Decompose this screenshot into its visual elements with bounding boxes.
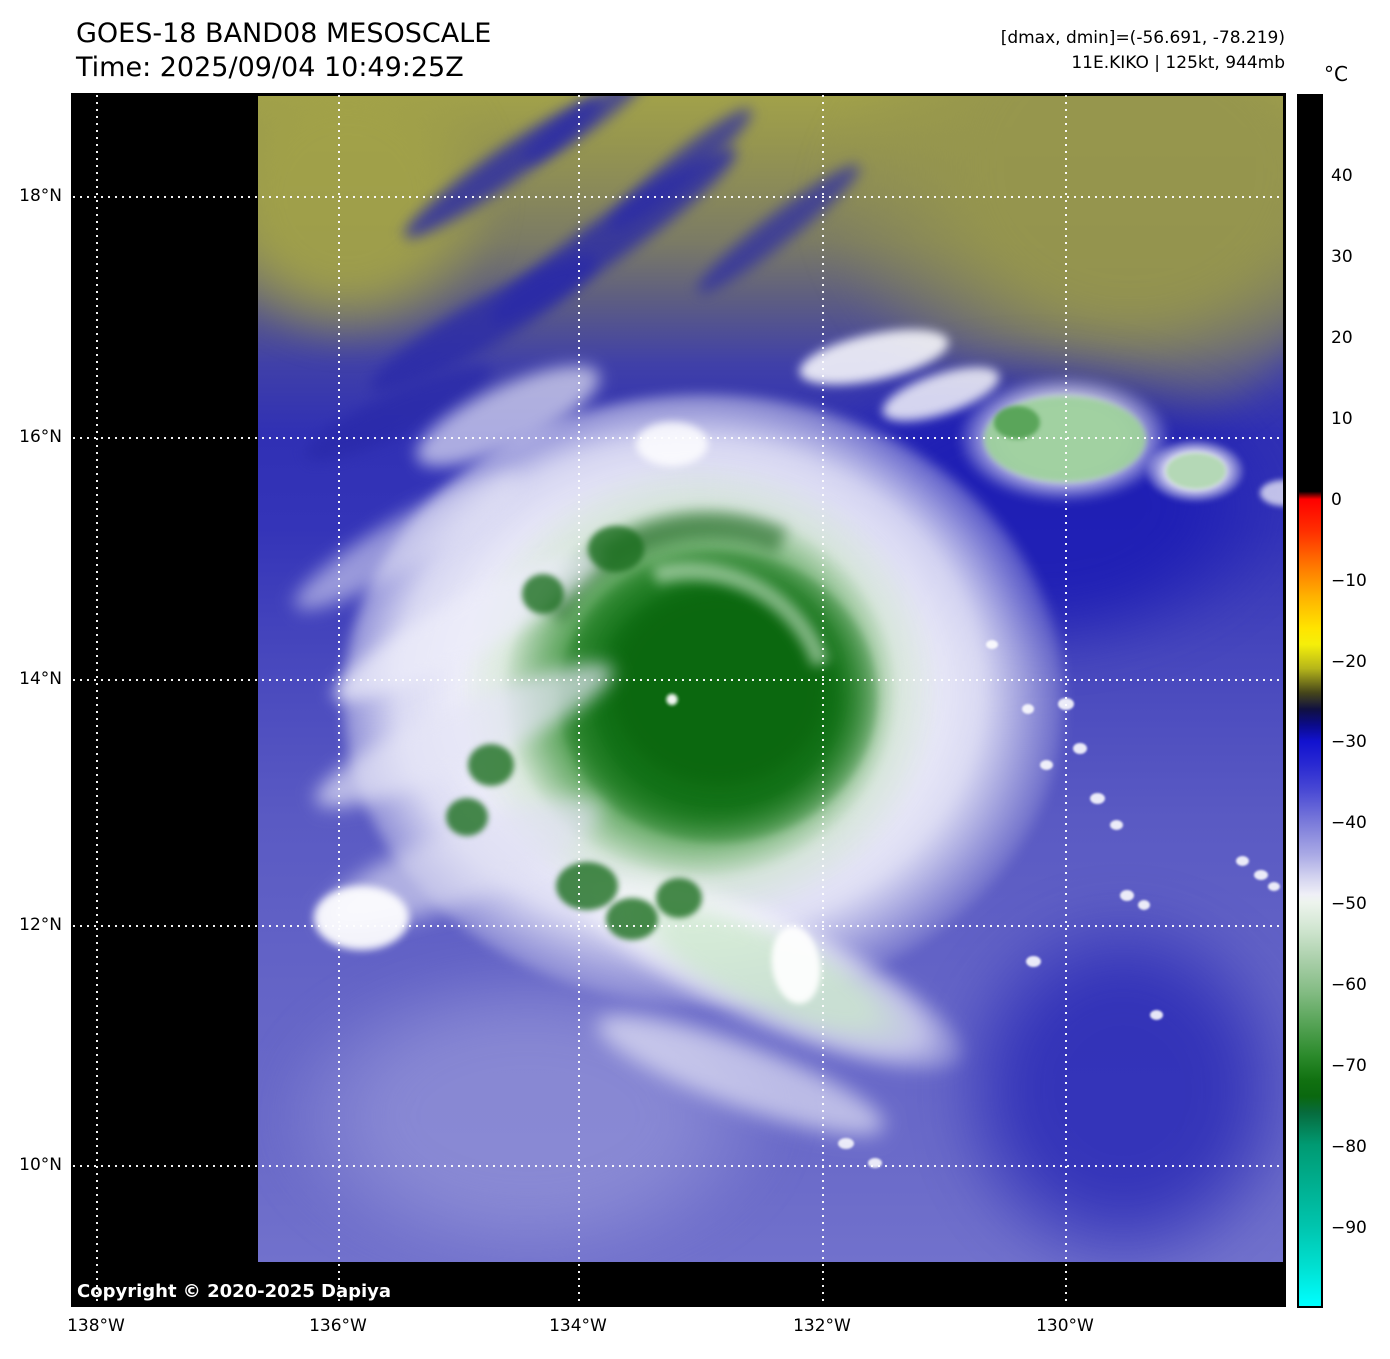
gridline-lat-12n — [73, 925, 1284, 927]
convective-blob — [656, 878, 702, 918]
cloud-speckle — [1150, 1010, 1163, 1020]
x-tick-label: 132°W — [793, 1316, 851, 1336]
convective-blob — [588, 526, 644, 572]
light-haze-patch — [278, 966, 778, 1262]
cloud-wisp — [636, 422, 708, 466]
colorbar-tick-label: −70 — [1331, 1056, 1367, 1076]
ne-cloud-cluster — [994, 406, 1040, 439]
colorbar-tick-label: −90 — [1331, 1218, 1367, 1238]
cloud-speckle — [1110, 820, 1123, 830]
dmax-dmin-annotation: [dmax, dmin]=(-56.691, -78.219) — [1000, 28, 1285, 48]
cloud-speckle — [1120, 890, 1134, 901]
colorbar-tick-label: −30 — [1331, 732, 1367, 752]
colorbar-tick-label: −10 — [1331, 571, 1367, 591]
colorbar-tick-label: −50 — [1331, 894, 1367, 914]
x-tick-label: 136°W — [309, 1316, 367, 1336]
convective-blob — [606, 898, 658, 940]
x-tick-label: 130°W — [1036, 1316, 1094, 1336]
cloud-speckle — [1138, 900, 1150, 910]
cloud-blob — [1260, 480, 1283, 506]
gridline-lon-132w — [822, 95, 824, 1305]
convective-blob — [556, 862, 618, 910]
y-tick-label: 18°N — [19, 186, 62, 206]
gridline-lat-10n — [73, 1165, 1284, 1167]
y-tick-label: 10°N — [19, 1155, 62, 1175]
cloud-blob — [314, 886, 409, 950]
colorbar — [1297, 94, 1323, 1308]
gridline-lon-130w — [1065, 95, 1067, 1305]
storm-darker-core — [610, 588, 828, 786]
gridline-lon-134w — [578, 95, 580, 1305]
colorbar-tick-label: 40 — [1331, 166, 1353, 186]
gridline-lon-136w — [338, 95, 340, 1305]
cloud-speckle — [1268, 882, 1280, 891]
map-plot-area: Copyright © 2020-2025 Dapiya — [71, 93, 1286, 1307]
cloud-speckle — [1236, 856, 1249, 866]
x-tick-label: 134°W — [549, 1316, 607, 1336]
gridline-lon-138w — [96, 95, 98, 1305]
cloud-speckle — [868, 1158, 882, 1168]
cloud-streak — [599, 98, 762, 240]
colorbar-tick-label: −20 — [1331, 652, 1367, 672]
cloud-speckle — [986, 640, 998, 649]
convective-blob — [468, 744, 514, 786]
time-label: Time: 2025/09/04 10:49:25Z — [76, 52, 464, 83]
colorbar-tick-label: 30 — [1331, 247, 1353, 267]
y-tick-label: 14°N — [19, 669, 62, 689]
cloud-speckle — [1026, 956, 1041, 967]
storm-info-annotation: 11E.KIKO | 125kt, 944mb — [1071, 53, 1285, 73]
ne-cloud-cluster — [1166, 453, 1226, 489]
y-tick-label: 16°N — [19, 427, 62, 447]
gridline-lat-18n — [73, 196, 1284, 198]
cloud-speckle — [838, 1138, 854, 1149]
cloud-speckle — [1073, 743, 1087, 754]
colorbar-tick-label: 0 — [1331, 490, 1342, 510]
y-tick-label: 12°N — [19, 915, 62, 935]
colorbar-tick-label: −80 — [1331, 1137, 1367, 1157]
colorbar-unit-label: °C — [1324, 62, 1348, 86]
colorbar-tick-label: 10 — [1331, 409, 1353, 429]
colorbar-tick-label: −60 — [1331, 975, 1367, 995]
convective-blob — [522, 574, 564, 614]
satellite-image — [258, 96, 1283, 1262]
page-title: GOES-18 BAND08 MESOSCALE — [76, 18, 492, 49]
copyright-label: Copyright © 2020-2025 Dapiya — [77, 1281, 392, 1302]
colorbar-tick-label: 20 — [1331, 328, 1353, 348]
cloud-speckle — [1090, 793, 1105, 804]
deep-blue-band — [948, 906, 1283, 1262]
colorbar-tick-label: −40 — [1331, 813, 1367, 833]
gridline-lat-16n — [73, 437, 1284, 439]
cloud-speckle — [1040, 760, 1053, 770]
x-tick-label: 138°W — [67, 1316, 125, 1336]
storm-eye — [664, 692, 680, 707]
cloud-speckle — [1254, 870, 1268, 880]
convective-blob — [446, 798, 488, 836]
gridline-lat-14n — [73, 679, 1284, 681]
cloud-speckle — [1022, 704, 1034, 714]
